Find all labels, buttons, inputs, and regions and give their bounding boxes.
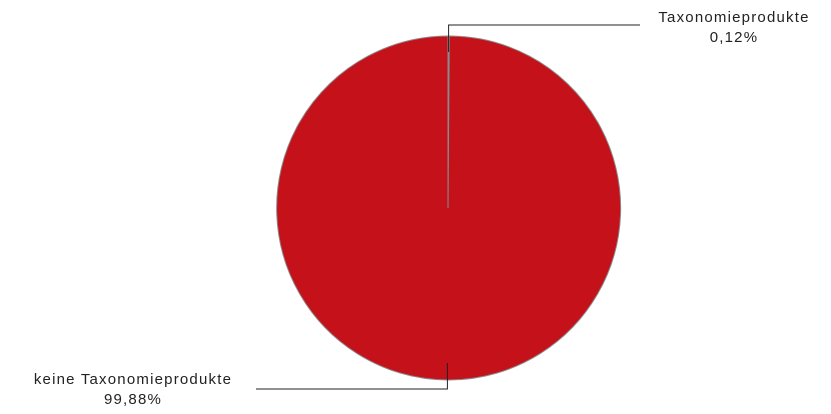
pie-slices xyxy=(276,35,622,381)
leader-line-taxonomieprodukte xyxy=(448,24,640,52)
pie-slice-keine-taxonomieprodukte xyxy=(276,35,622,381)
slice-label-taxonomieprodukte: Taxonomieprodukte xyxy=(658,9,809,26)
slice-value-keine-taxonomieprodukte: 99,88% xyxy=(104,391,162,408)
slice-label-keine-taxonomieprodukte: keine Taxonomieprodukte xyxy=(34,371,232,388)
leader-line-keine-taxonomieprodukte xyxy=(256,363,448,390)
slice-value-taxonomieprodukte: 0,12% xyxy=(710,29,759,46)
